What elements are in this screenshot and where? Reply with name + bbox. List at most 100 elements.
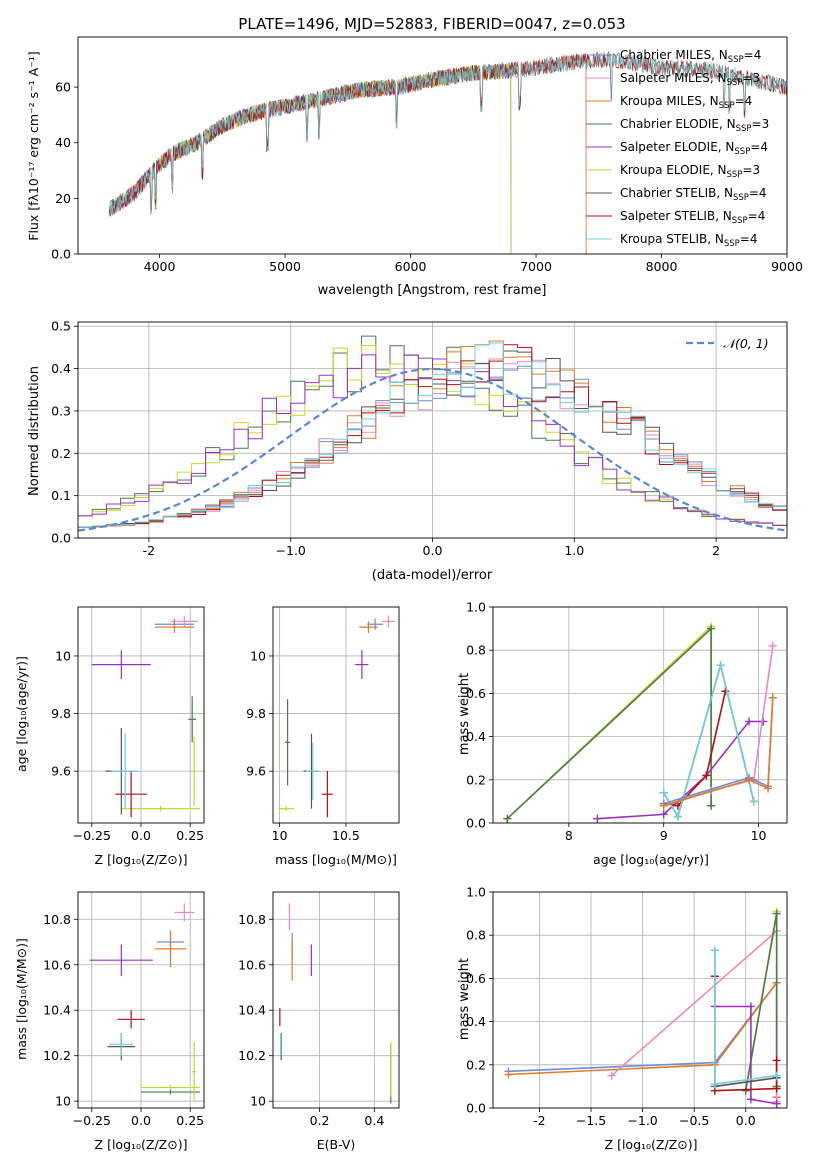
legend-label-kroupa-stelib: Kroupa STELIB, NSSP=4 xyxy=(620,232,758,249)
weight-kroupa-miles-marker xyxy=(504,1070,513,1079)
y-tick-label: 9.8 xyxy=(51,706,71,721)
x-tick-label: 9 xyxy=(660,828,668,843)
y-tick-label: 10 xyxy=(55,1094,71,1109)
residuals-xlabel: (data-model)/error xyxy=(372,568,493,583)
axes-frame xyxy=(77,36,788,255)
axes-frame xyxy=(492,891,788,1109)
y-tick-label: 0.2 xyxy=(466,772,486,787)
weight-kroupa-stelib-marker xyxy=(749,797,758,806)
plot-area xyxy=(503,622,777,823)
age-vs-mass-plot: 10 10.5 9.6 9.8 10 xyxy=(246,606,400,843)
x-tick-label: 0.25 xyxy=(176,828,204,843)
x-tick-label: 9000 xyxy=(771,259,803,274)
x-tick-label: −0.25 xyxy=(73,828,111,843)
weight-salpeter-elodie-line xyxy=(714,1005,777,1105)
y-tick-label: 0.1 xyxy=(51,488,71,503)
y-tick-label: 40 xyxy=(55,135,71,150)
age-vs-Z-xlabel: Z [log₁₀(Z/Z⊙)] xyxy=(95,852,188,867)
weight-salpeter-miles-marker xyxy=(607,1071,616,1080)
weight-kroupa-stelib-marker xyxy=(659,788,668,797)
plot-area xyxy=(91,615,201,818)
mass-vs-Z-ylabel: mass [log₁₀(M/M⊙)] xyxy=(14,938,29,1060)
y-tick-label: 10 xyxy=(250,1094,266,1109)
weight-salpeter-stelib-marker xyxy=(772,1056,781,1065)
weight-vs-Z-xlabel: Z [log₁₀(Z/Z⊙)] xyxy=(605,1137,698,1152)
spectrum-ylabel: Flux [fλ10⁻¹⁷ erg cm⁻² s⁻¹ A⁻¹] xyxy=(26,51,41,240)
weight-chabrier-elodie-marker xyxy=(503,814,512,823)
age-vs-Z-ylabel: age [log₁₀(age/yr)] xyxy=(14,656,29,772)
axes-frame xyxy=(272,606,400,824)
y-tick-label: 10.6 xyxy=(43,957,71,972)
y-tick-label: 60 xyxy=(55,80,71,95)
weight-chabrier-miles-line xyxy=(663,697,774,805)
weight-salpeter-elodie-marker xyxy=(759,717,768,726)
weight-chabrier-elodie-marker xyxy=(741,1086,750,1095)
mass-vs-Z-xlabel: Z [log₁₀(Z/Z⊙)] xyxy=(95,1137,188,1152)
age-vs-mass-xlabel: mass [log₁₀(M/M⊙)] xyxy=(275,852,397,867)
y-tick-label: 10 xyxy=(55,648,71,663)
weight-chabrier-elodie-marker xyxy=(772,909,781,918)
x-tick-label: −1.0 xyxy=(276,543,306,558)
weight-salpeter-elodie-marker xyxy=(745,717,754,726)
legend-label-salpeter-miles: Salpeter MILES, NSSP=3 xyxy=(620,71,760,88)
weight-chabrier-elodie-marker xyxy=(707,801,716,810)
legend-label-normal: 𝒩(0, 1) xyxy=(723,336,769,351)
y-tick-label: 0.8 xyxy=(466,643,486,658)
y-tick-label: 10.8 xyxy=(43,912,71,927)
x-tick-label: 0.0 xyxy=(736,1113,756,1128)
figure-title: PLATE=1496, MJD=52883, FIBERID=0047, z=0… xyxy=(238,15,625,33)
weight-salpeter-stelib-marker xyxy=(772,1084,781,1093)
weight-salpeter-elodie-marker xyxy=(659,810,668,819)
weight-chabrier-elodie-marker xyxy=(707,624,716,633)
weight-salpeter-miles-marker xyxy=(768,641,777,650)
y-tick-label: 1.0 xyxy=(466,885,486,900)
weight-kroupa-stelib-line xyxy=(663,662,755,819)
hist-salpeter-miles-step xyxy=(78,358,787,528)
normal-curve xyxy=(78,367,787,532)
spectrum-plot: 4000 5000 6000 7000 8000 9000 0.0 20 40 60 xyxy=(51,36,803,274)
weight-kroupa-stelib-marker xyxy=(710,946,719,955)
spectrum-chabrier-elodie-line xyxy=(109,63,512,254)
x-tick-label: 10 xyxy=(272,828,288,843)
y-tick-label: 10.4 xyxy=(43,1003,71,1018)
legend-label-chabrier-stelib: Chabrier STELIB, NSSP=4 xyxy=(620,186,767,203)
x-tick-label: 10 xyxy=(751,828,767,843)
spectrum-legend: Chabrier MILES, NSSP=4 Salpeter MILES, NS… xyxy=(586,48,769,249)
weight-vs-Z-plot: -2 −1.5 −1.0 −0.5 0.0 0.0 0.2 0.4 0.6 0.8 1.0 xyxy=(466,885,788,1128)
plot-area xyxy=(78,335,787,532)
spectrum-panel: 4000 5000 6000 7000 8000 9000 0.0 20 40 60 wavele… xyxy=(26,36,803,298)
plot-area xyxy=(504,907,781,1108)
weight-kroupa-miles-marker xyxy=(659,801,668,810)
x-tick-label: −0.5 xyxy=(679,1113,709,1128)
y-tick-label: 0.4 xyxy=(466,729,486,744)
weight-kroupa-miles-marker xyxy=(745,775,754,784)
plot-area xyxy=(278,615,396,818)
x-tick-label: 0.0 xyxy=(131,1113,151,1128)
x-tick-label: 0.2 xyxy=(310,1113,330,1128)
y-tick-label: 9.6 xyxy=(246,764,266,779)
spectrum-chabrier-stelib-line xyxy=(109,51,787,214)
y-tick-label: 0.0 xyxy=(51,531,71,546)
y-tick-label: 0.6 xyxy=(466,971,486,986)
y-tick-label: 0.4 xyxy=(466,1014,486,1029)
weight-salpeter-elodie-marker xyxy=(772,1099,781,1108)
weight-kroupa-stelib-marker xyxy=(772,1071,781,1080)
weight-kroupa-miles-marker xyxy=(764,784,773,793)
weight-kroupa-stelib-marker xyxy=(673,812,682,821)
weight-kroupa-stelib-marker xyxy=(716,661,725,670)
residuals-legend: 𝒩(0, 1) xyxy=(686,336,769,351)
y-tick-label: 0.0 xyxy=(51,247,71,262)
y-tick-label: 10.6 xyxy=(238,957,266,972)
weight-salpeter-stelib-marker xyxy=(721,687,730,696)
x-tick-label: 5000 xyxy=(269,259,301,274)
y-tick-label: 0.4 xyxy=(51,361,71,376)
plot-area xyxy=(109,51,787,254)
x-tick-label: 10.5 xyxy=(332,828,360,843)
x-tick-label: −1.0 xyxy=(627,1113,657,1128)
y-tick-label: 0.5 xyxy=(51,319,71,334)
y-tick-label: 10.4 xyxy=(238,1003,266,1018)
weight-kroupa-miles-marker xyxy=(768,693,777,702)
x-tick-label: 0.0 xyxy=(131,828,151,843)
weight-salpeter-stelib-marker xyxy=(702,771,711,780)
y-tick-label: 0.6 xyxy=(466,686,486,701)
